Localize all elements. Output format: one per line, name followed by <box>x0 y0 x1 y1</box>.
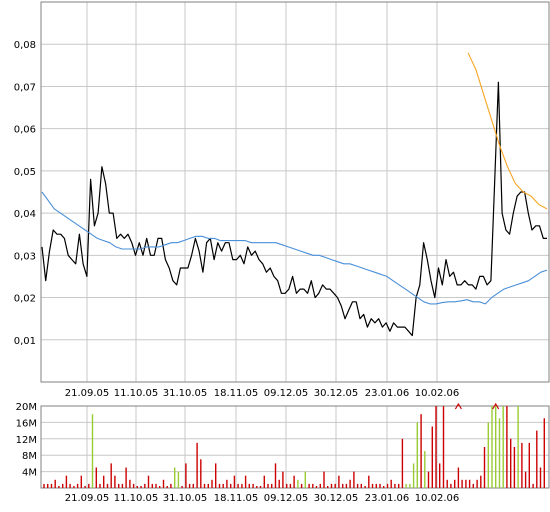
x-tick-label: 11.10.05 <box>114 388 159 399</box>
overflow-arrow-icon <box>492 402 500 410</box>
x-tick-label: 09.12.05 <box>264 493 309 504</box>
x-tick-label: 23.01.06 <box>365 388 410 399</box>
overflow-arrow-icon <box>454 402 462 410</box>
x-tick-label: 23.01.06 <box>365 493 410 504</box>
y-tick-label: 0,04 <box>14 209 36 220</box>
x-tick-label: 31.10.05 <box>163 493 208 504</box>
series-line-2 <box>467 52 548 210</box>
x-tick-label: 18.11.05 <box>214 388 259 399</box>
x-tick-label: 21.09.05 <box>65 388 110 399</box>
y-tick-label: 0,07 <box>14 82 36 93</box>
y-tick-label: 16M <box>16 418 37 429</box>
y-tick-label: 20M <box>16 402 37 413</box>
x-tick-label: 10.02.06 <box>415 388 460 399</box>
x-tick-label: 18.11.05 <box>214 493 259 504</box>
y-tick-label: 0,06 <box>14 125 36 136</box>
y-tick-label: 4M <box>22 468 37 479</box>
series-line-1 <box>41 191 548 305</box>
x-tick-label: 21.09.05 <box>65 493 110 504</box>
x-tick-label: 30.12.05 <box>314 493 359 504</box>
y-tick-label: 0,01 <box>14 336 36 347</box>
series-line-0 <box>41 81 547 337</box>
y-tick-label: 0,08 <box>14 40 36 51</box>
plot-frame <box>40 1 550 383</box>
x-tick-label: 10.02.06 <box>415 493 460 504</box>
volume-chart: 4M 8M 12M 16M 20M 21.09.05 11.10.05 31.10.05 18.… <box>16 402 550 504</box>
x-tick-label: 31.10.05 <box>163 388 208 399</box>
y-tick-label: 12M <box>16 435 37 446</box>
plot-frame <box>40 405 550 489</box>
y-tick-label: 0,03 <box>14 251 36 262</box>
x-tick-label: 09.12.05 <box>264 388 309 399</box>
y-tick-label: 0,05 <box>14 167 36 178</box>
y-tick-label: 8M <box>22 451 37 462</box>
y-tick-label: 0,02 <box>14 294 36 305</box>
x-tick-label: 30.12.05 <box>314 388 359 399</box>
price-chart: 0,01 0,02 0,03 0,04 0,05 0,06 0,07 0,08 21.09.05… <box>14 1 550 399</box>
x-tick-label: 11.10.05 <box>114 493 159 504</box>
